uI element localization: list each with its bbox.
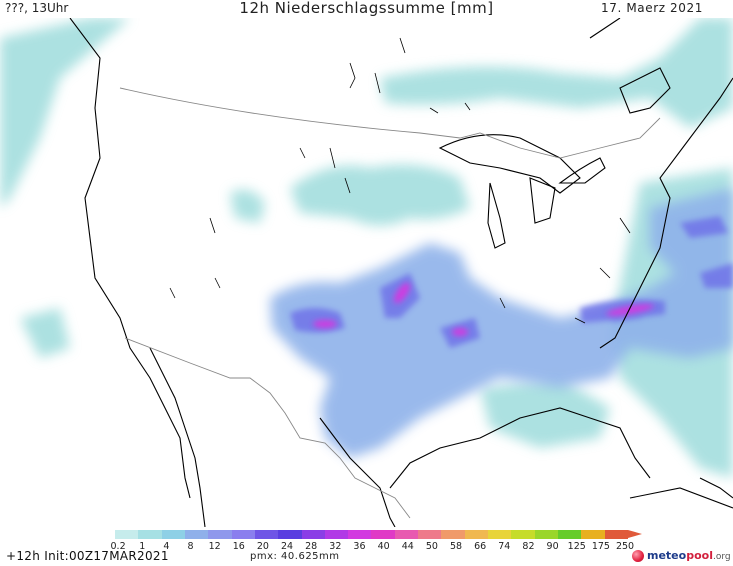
color-scale-tick: 44 xyxy=(401,541,414,552)
color-scale-tick: 50 xyxy=(425,541,438,552)
color-scale-swatch xyxy=(231,530,255,539)
color-scale-swatch xyxy=(115,530,139,539)
color-scale-swatch xyxy=(581,530,605,539)
color-scale-tick: 175 xyxy=(591,541,610,552)
color-scale-swatch xyxy=(184,530,209,539)
color-scale-tick: 24 xyxy=(281,541,294,552)
color-scale-tick: 58 xyxy=(449,541,463,552)
color-scale-tick: 82 xyxy=(522,541,535,552)
color-scale-tick: 4 xyxy=(163,541,170,552)
logo-text-pool: pool xyxy=(686,549,713,562)
inland-lakes xyxy=(169,37,631,324)
color-scale-tick: 36 xyxy=(353,541,366,552)
color-scale-swatch xyxy=(441,530,465,539)
color-scale-swatch xyxy=(324,530,349,539)
color-scale-tick: 66 xyxy=(474,541,487,552)
color-scale-tick: 16 xyxy=(232,541,245,552)
color-scale-swatch xyxy=(208,530,232,539)
coastlines xyxy=(69,18,733,527)
color-scale-swatch xyxy=(464,530,488,539)
pmx-label: pmx: 40.625mm xyxy=(250,551,340,562)
valid-time-label: ???, 13Uhr xyxy=(5,1,69,15)
color-scale-tick: 28 xyxy=(305,541,318,552)
color-scale-tick: 250 xyxy=(615,541,635,552)
color-scale-swatch xyxy=(161,530,185,539)
precipitation-map xyxy=(0,18,733,527)
logo-text-suffix: .org xyxy=(712,552,731,562)
color-scale-swatch xyxy=(278,530,302,539)
logo-text-meteo: meteo xyxy=(647,549,687,562)
country-borders xyxy=(119,87,661,519)
color-scale-swatch xyxy=(371,530,395,539)
color-scale-swatch xyxy=(488,530,512,539)
meteopool-logo[interactable]: meteopool.org xyxy=(632,547,732,565)
color-scale-tick: 90 xyxy=(546,541,559,552)
init-time-label: +12h Init:00Z17MAR2021 xyxy=(6,549,169,563)
color-scale-swatch xyxy=(511,530,535,539)
color-scale-tick: 12 xyxy=(208,541,221,552)
color-scale-tick: 20 xyxy=(256,541,269,552)
color-scale-tick: 8 xyxy=(187,541,194,552)
precip-max-cores xyxy=(313,282,654,336)
color-scale-tick: 40 xyxy=(377,541,390,552)
forecast-date: 17. Maerz 2021 xyxy=(601,1,703,15)
color-scale-swatch xyxy=(394,530,419,539)
map-header: ???, 13Uhr 12h Niederschlagssumme [mm] 1… xyxy=(0,0,733,18)
color-scale-swatch xyxy=(301,530,325,539)
color-scale-bar xyxy=(115,530,642,539)
color-scale-swatch xyxy=(604,530,628,539)
color-scale-tick: 125 xyxy=(567,541,586,552)
color-scale-tick: 32 xyxy=(329,541,342,552)
map-canvas xyxy=(0,18,733,527)
color-scale-swatch xyxy=(418,530,442,539)
color-scale-swatch xyxy=(534,530,558,539)
color-scale-swatch xyxy=(557,530,582,539)
color-scale-swatch xyxy=(348,530,372,539)
color-scale-tick: 0.2 xyxy=(110,541,126,552)
color-scale-swatch xyxy=(138,530,162,539)
color-scale-tick: 74 xyxy=(498,541,511,552)
map-title: 12h Niederschlagssumme [mm] xyxy=(239,0,494,17)
color-scale-arrow xyxy=(628,530,642,538)
color-scale-swatch xyxy=(254,530,279,539)
meteopool-logo-icon xyxy=(632,550,644,562)
precip-legend: 0.2 1 4 8 12 16 20 24 28 32 36 40 44 50 58 66 74 82 90 125 1… xyxy=(0,527,733,566)
color-scale-tick: 1 xyxy=(139,541,146,552)
color-scale-ticks: 0.2 1 4 8 12 16 20 24 28 32 36 40 44 50 58 66 74 82 90 125 1… xyxy=(106,541,637,553)
